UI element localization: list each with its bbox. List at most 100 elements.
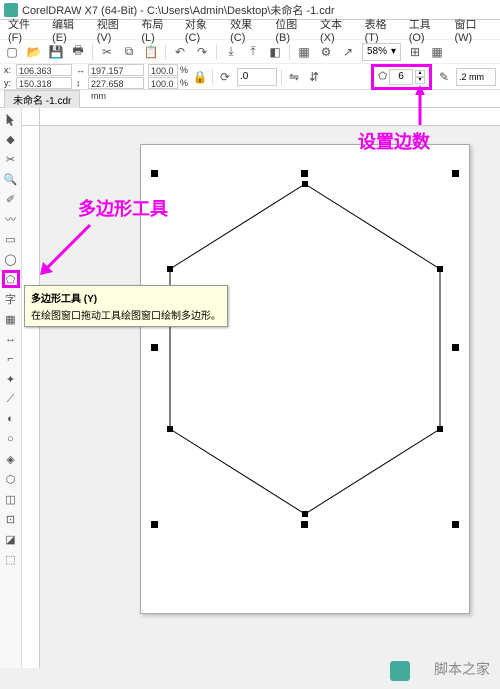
new-icon[interactable]: ▢ xyxy=(4,44,20,60)
hexagon-object[interactable] xyxy=(155,174,455,524)
redo-icon[interactable]: ↷ xyxy=(194,44,210,60)
app-logo-icon xyxy=(4,3,18,17)
selection-handle-bc[interactable] xyxy=(301,521,308,528)
menu-tools[interactable]: 工具(O) xyxy=(405,16,449,44)
outline-width-input[interactable]: .2 mm xyxy=(456,68,496,86)
effects-tool[interactable]: ✦ xyxy=(2,370,20,388)
fill-tool[interactable]: ◐ xyxy=(2,410,20,428)
dimension-tool[interactable]: ↔ xyxy=(2,330,20,348)
connector-tool[interactable]: ⌐ xyxy=(2,350,20,368)
zoom-tool[interactable]: 🔍 xyxy=(2,170,20,188)
grid-icon[interactable]: ▦ xyxy=(429,44,445,60)
spin-down-icon[interactable]: ▾ xyxy=(415,77,425,84)
width-icon: ↔ xyxy=(76,65,86,75)
menu-effects[interactable]: 效果(C) xyxy=(226,16,269,44)
copy-icon[interactable]: ⧉ xyxy=(121,44,137,60)
ellipse-tool[interactable]: ◯ xyxy=(2,250,20,268)
print-icon[interactable]: 🖶 xyxy=(70,44,86,60)
mirror-h-icon[interactable]: ⇋ xyxy=(286,69,302,85)
width-input[interactable]: 197.157 mm xyxy=(88,64,144,76)
toolbox: ◆ ✂ 🔍 ✐ 〰 ▭ ◯ ⬠ 字 ▦ ↔ ⌐ ✦ ⟋ ◐ ○ ◈ ⬡ ◫ ⊡ … xyxy=(0,108,22,668)
rectangle-tool[interactable]: ▭ xyxy=(2,230,20,248)
annotation-arrow-sides xyxy=(410,85,430,129)
node-handle[interactable] xyxy=(437,266,443,272)
app-icon[interactable]: ▦ xyxy=(296,44,312,60)
outline-tool[interactable]: ○ xyxy=(2,430,20,448)
tool-extra3[interactable]: ◪ xyxy=(2,530,20,548)
pick-tool[interactable] xyxy=(2,110,20,128)
scale-x-input[interactable]: 100.0 xyxy=(148,64,178,76)
zoom-value: 58% xyxy=(367,46,387,57)
lock-ratio-icon[interactable]: 🔒 xyxy=(192,69,208,85)
selection-handle-mr[interactable] xyxy=(452,344,459,351)
save-icon[interactable]: 💾 xyxy=(48,44,64,60)
tool-extra2[interactable]: ⊡ xyxy=(2,510,20,528)
y-input[interactable]: 150.318 mm xyxy=(16,77,72,89)
paste-icon[interactable]: 📋 xyxy=(143,44,159,60)
options-icon[interactable]: ⚙ xyxy=(318,44,334,60)
node-handle[interactable] xyxy=(167,266,173,272)
polygon-tooltip: 多边形工具 (Y) 在绘图窗口拖动工具绘图窗口绘制多边形。 xyxy=(24,285,228,327)
import-icon[interactable]: ⤓ xyxy=(223,44,239,60)
selection-handle-ml[interactable] xyxy=(151,344,158,351)
ruler-vertical[interactable] xyxy=(22,126,40,668)
cut-icon[interactable]: ✂ xyxy=(99,44,115,60)
tool-extra4[interactable]: ⬚ xyxy=(2,550,20,568)
spin-up-icon[interactable]: ▴ xyxy=(415,70,425,77)
menu-edit[interactable]: 编辑(E) xyxy=(48,16,91,44)
watermark-logo-icon xyxy=(390,661,410,681)
open-icon[interactable]: 📂 xyxy=(26,44,42,60)
snap-icon[interactable]: ⊞ xyxy=(407,44,423,60)
hexagon-shape[interactable] xyxy=(170,184,440,514)
publish-icon[interactable]: ◧ xyxy=(267,44,283,60)
node-handle[interactable] xyxy=(302,511,308,517)
sides-spinner[interactable]: ▴▾ xyxy=(415,70,425,84)
polygon-tool[interactable]: ⬠ xyxy=(2,270,20,288)
zoom-select[interactable]: 58%▾ xyxy=(362,43,401,61)
node-handle[interactable] xyxy=(302,181,308,187)
menu-bitmap[interactable]: 位图(B) xyxy=(271,16,314,44)
height-input[interactable]: 227.658 mm xyxy=(88,77,144,89)
scale-y-input[interactable]: 100.0 xyxy=(148,77,178,89)
ruler-horizontal[interactable] xyxy=(40,108,500,126)
selection-handle-br[interactable] xyxy=(452,521,459,528)
menu-table[interactable]: 表格(T) xyxy=(361,16,403,44)
sides-input[interactable] xyxy=(389,69,413,85)
menu-layout[interactable]: 布局(L) xyxy=(137,16,179,44)
doc-tab-1[interactable]: 未命名 -1.cdr xyxy=(4,90,80,108)
interactive-tool[interactable]: ◈ xyxy=(2,450,20,468)
export-icon[interactable]: ⤒ xyxy=(245,44,261,60)
eyedropper-tool[interactable]: ⟋ xyxy=(2,390,20,408)
smart-tool[interactable]: ⬡ xyxy=(2,470,20,488)
tooltip-title: 多边形工具 (Y) xyxy=(31,290,221,305)
rotation-icon: ⟳ xyxy=(217,69,233,85)
selection-handle-tc[interactable] xyxy=(301,170,308,177)
size-coords: ↔197.157 mm ↕227.658 mm xyxy=(76,64,144,89)
annotation-arrow-tool xyxy=(35,220,95,280)
crop-tool[interactable]: ✂ xyxy=(2,150,20,168)
menu-object[interactable]: 对象(C) xyxy=(181,16,224,44)
artistic-tool[interactable]: 〰 xyxy=(2,210,20,228)
x-input[interactable]: 106.363 mm xyxy=(16,64,72,76)
mirror-v-icon[interactable]: ⇵ xyxy=(306,69,322,85)
node-handle[interactable] xyxy=(437,426,443,432)
rotation-input[interactable] xyxy=(237,68,277,86)
launch-icon[interactable]: ↗ xyxy=(340,44,356,60)
tool-extra1[interactable]: ◫ xyxy=(2,490,20,508)
menu-file[interactable]: 文件(F) xyxy=(4,16,46,44)
selection-handle-bl[interactable] xyxy=(151,521,158,528)
outline-pen-icon[interactable]: ✎ xyxy=(436,69,452,85)
text-tool[interactable]: 字 xyxy=(2,290,20,308)
selection-handle-tl[interactable] xyxy=(151,170,158,177)
menu-text[interactable]: 文本(X) xyxy=(316,16,359,44)
shape-tool[interactable]: ◆ xyxy=(2,130,20,148)
annotation-polygon-tool: 多边形工具 xyxy=(78,195,168,221)
selection-handle-tr[interactable] xyxy=(452,170,459,177)
undo-icon[interactable]: ↶ xyxy=(172,44,188,60)
ruler-corner xyxy=(22,108,40,126)
menu-window[interactable]: 窗口(W) xyxy=(450,16,496,44)
menu-view[interactable]: 视图(V) xyxy=(93,16,136,44)
table-tool[interactable]: ▦ xyxy=(2,310,20,328)
node-handle[interactable] xyxy=(167,426,173,432)
freehand-tool[interactable]: ✐ xyxy=(2,190,20,208)
